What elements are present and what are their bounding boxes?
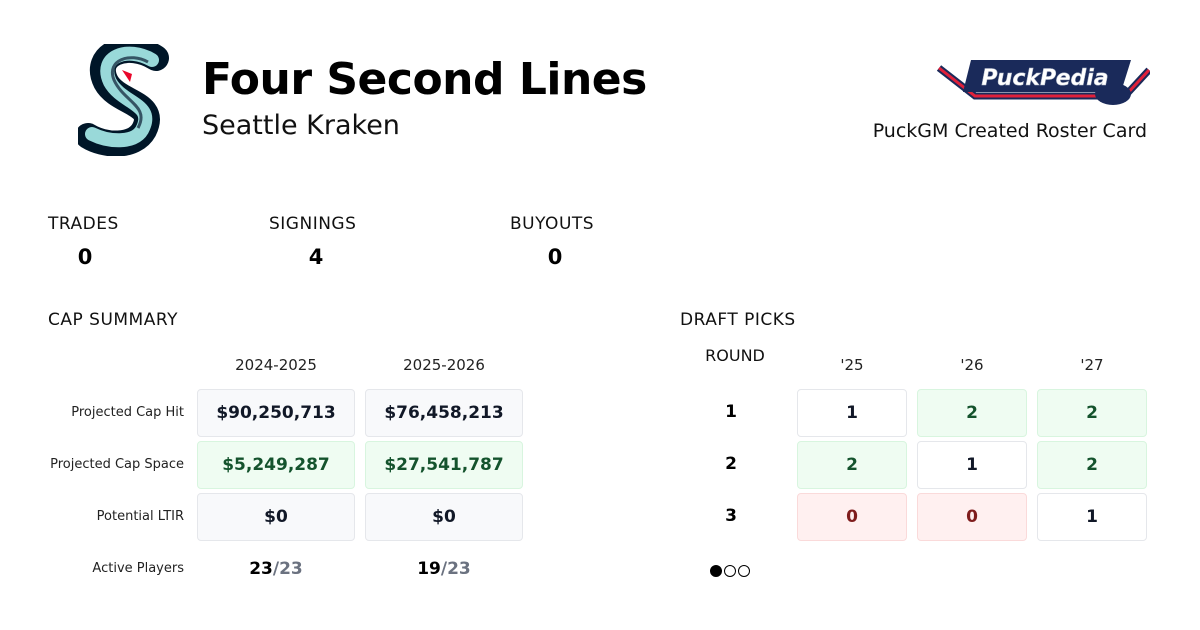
draft-pick-cell: 1: [917, 441, 1027, 489]
signings-label: SIGNINGS: [269, 214, 357, 234]
cap-space-cell: $27,541,787: [365, 441, 523, 489]
page-dot-active[interactable]: [710, 565, 722, 577]
round-label: 3: [725, 506, 737, 526]
team-logo: [75, 37, 170, 157]
draft-year-header: '27: [1080, 356, 1104, 374]
draft-picks-title: DRAFT PICKS: [680, 310, 796, 330]
page-dot[interactable]: [738, 565, 750, 577]
active-count: 19: [417, 559, 441, 579]
active-players-value: 23/23: [197, 559, 355, 579]
puckpedia-logo: PuckPedia: [935, 56, 1152, 108]
signings-value: 4: [308, 245, 324, 269]
season-header: 2024-2025: [235, 356, 317, 374]
buyouts-label: BUYOUTS: [510, 214, 595, 234]
cap-summary-title: CAP SUMMARY: [48, 310, 178, 330]
trades-value: 0: [77, 245, 93, 269]
cap-row-label: Potential LTIR: [96, 509, 184, 524]
cap-hit-cell: $90,250,713: [197, 389, 355, 437]
trades-label: TRADES: [48, 214, 119, 234]
ltir-cell: $0: [365, 493, 523, 541]
cap-space-cell: $5,249,287: [197, 441, 355, 489]
draft-year-header: '25: [840, 356, 864, 374]
cap-row-label: Projected Cap Space: [50, 457, 184, 472]
season-header: 2025-2026: [403, 356, 485, 374]
draft-pick-cell: 0: [797, 493, 907, 541]
active-count: 23: [249, 559, 273, 579]
draft-year-header: '26: [960, 356, 984, 374]
draft-pick-cell: 1: [1037, 493, 1147, 541]
pagination-dots[interactable]: [710, 562, 752, 581]
draft-pick-cell: 2: [797, 441, 907, 489]
active-players-label: Active Players: [92, 561, 184, 576]
svg-text:PuckPedia: PuckPedia: [981, 66, 1108, 91]
page-dot[interactable]: [724, 565, 736, 577]
round-label: 1: [725, 402, 737, 422]
page-title: Four Second Lines: [202, 54, 647, 105]
active-players-value: 19/23: [365, 559, 523, 579]
draft-pick-cell: 2: [917, 389, 1027, 437]
draft-pick-cell: 2: [1037, 389, 1147, 437]
active-max: /23: [272, 559, 303, 579]
team-name: Seattle Kraken: [202, 110, 400, 141]
round-header: ROUND: [705, 346, 765, 365]
tagline: PuckGM Created Roster Card: [872, 120, 1147, 142]
draft-pick-cell: 0: [917, 493, 1027, 541]
draft-pick-cell: 1: [797, 389, 907, 437]
draft-pick-cell: 2: [1037, 441, 1147, 489]
ltir-cell: $0: [197, 493, 355, 541]
buyouts-value: 0: [547, 245, 563, 269]
round-label: 2: [725, 454, 737, 474]
cap-hit-cell: $76,458,213: [365, 389, 523, 437]
cap-row-label: Projected Cap Hit: [71, 405, 184, 420]
active-max: /23: [440, 559, 471, 579]
